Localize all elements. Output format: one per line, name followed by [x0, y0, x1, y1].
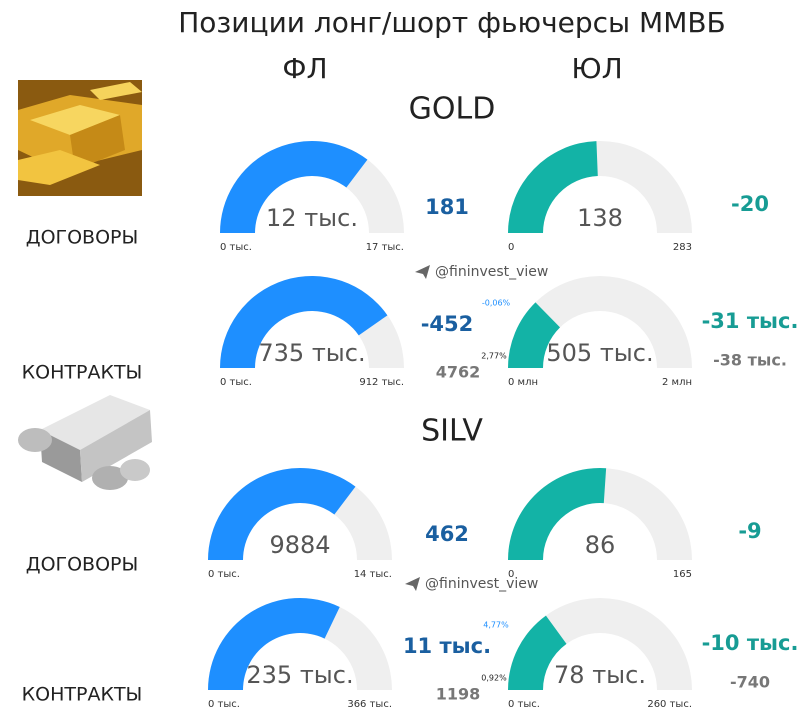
- gauge-min: 0 тыс.: [208, 699, 240, 710]
- gauge-min: 0 тыс.: [220, 377, 252, 388]
- ul-sub: -38 тыс.: [713, 351, 787, 370]
- gauge-track: [508, 276, 692, 368]
- gauge-fill: [220, 276, 388, 368]
- gauge-value: 9884: [269, 531, 330, 559]
- row-label: КОНТРАКТЫ: [22, 684, 143, 706]
- telegram-icon: [405, 577, 420, 591]
- fl-sub: 4762: [436, 363, 481, 382]
- gauge-value: 138: [577, 204, 623, 232]
- gauge-value: 735 тыс.: [258, 339, 365, 367]
- gauge-max: 260 тыс.: [647, 699, 692, 710]
- gauge-value: 12 тыс.: [266, 204, 358, 232]
- row-label: ДОГОВОРЫ: [26, 554, 139, 576]
- silver-image: [18, 395, 152, 490]
- gauge-fill: [508, 615, 567, 690]
- section-title: GOLD: [409, 92, 496, 127]
- gauge-max: 14 тыс.: [354, 569, 392, 580]
- gauge-min: 0: [508, 242, 514, 253]
- telegram-icon: [415, 265, 430, 279]
- fl-sub: 1198: [436, 685, 481, 704]
- gauge-track: [508, 598, 692, 690]
- row-label: КОНТРАКТЫ: [22, 362, 143, 384]
- column-header: ФЛ: [282, 52, 327, 85]
- watermark: @fininvest_view: [435, 264, 548, 280]
- watermark: @fininvest_view: [425, 576, 538, 592]
- gauge-value: 86: [585, 531, 616, 559]
- ul-delta: -10 тыс.: [702, 631, 799, 655]
- fl-delta-pct: -0,06%: [482, 299, 511, 308]
- gauge-value: 505 тыс.: [546, 339, 653, 367]
- gauge-fill: [208, 468, 356, 560]
- fl-delta: 462: [425, 522, 469, 546]
- ul-delta: -20: [731, 192, 769, 216]
- gauge-min: 0 тыс.: [220, 242, 252, 253]
- gauge-max: 912 тыс.: [359, 377, 404, 388]
- gauge-min: 0 тыс.: [508, 699, 540, 710]
- gold-image: [18, 80, 142, 196]
- ul-delta: -9: [738, 519, 761, 543]
- gauge-fill: [220, 141, 368, 233]
- gauge-max: 2 млн: [662, 377, 692, 388]
- fl-delta: 11 тыс.: [403, 634, 491, 658]
- gauge-fill: [508, 302, 561, 368]
- ul-sub: -740: [730, 673, 770, 692]
- fl-delta-pct: 4,77%: [483, 621, 509, 630]
- gauge-value: 78 тыс.: [554, 661, 646, 689]
- gauge-max: 283: [673, 242, 692, 253]
- gauge-value: 235 тыс.: [246, 661, 353, 689]
- gauge-min: 0: [508, 569, 514, 580]
- fl-delta: 181: [425, 195, 469, 219]
- gauge-max: 17 тыс.: [366, 242, 404, 253]
- fl-sub-pct: 2,77%: [481, 352, 507, 361]
- gauge-max: 366 тыс.: [347, 699, 392, 710]
- gauge-min: 0 млн: [508, 377, 538, 388]
- gauge-min: 0 тыс.: [208, 569, 240, 580]
- gauge-fill: [508, 141, 598, 233]
- ul-delta: -31 тыс.: [702, 309, 799, 333]
- section-title: SILV: [421, 414, 483, 449]
- fl-delta: -452: [421, 312, 474, 336]
- gauge-fill: [508, 468, 607, 560]
- gauge-max: 165: [673, 569, 692, 580]
- gauge-fill: [208, 597, 340, 690]
- column-header: ЮЛ: [571, 52, 622, 85]
- fl-sub-pct: 0,92%: [481, 674, 507, 683]
- row-label: ДОГОВОРЫ: [26, 227, 139, 249]
- title: Позиции лонг/шорт фьючерсы ММВБ: [178, 6, 726, 39]
